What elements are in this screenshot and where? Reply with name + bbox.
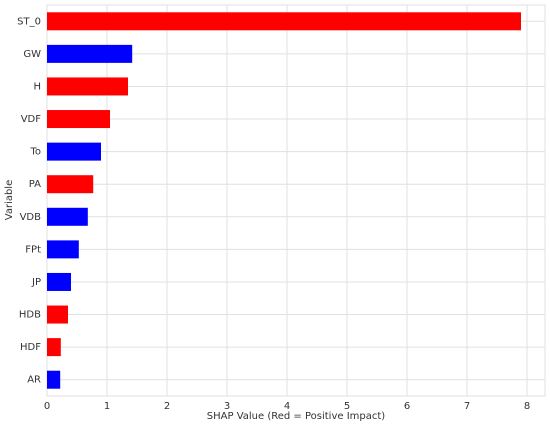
y-tick-label: ST_0 [17, 16, 41, 27]
x-tick-label: 4 [284, 401, 290, 412]
x-tick-label: 5 [344, 401, 350, 412]
x-tick-label: 7 [464, 401, 470, 412]
bar [47, 77, 128, 96]
bar [47, 240, 79, 259]
x-tick-label: 2 [164, 401, 170, 412]
bar [47, 142, 101, 161]
y-tick-label: GW [23, 49, 41, 60]
y-axis-label: Variable [4, 180, 15, 221]
x-tick-label: 0 [44, 401, 50, 412]
bar [47, 207, 88, 226]
bar [47, 338, 61, 357]
x-tick-label: 8 [524, 401, 530, 412]
plot-area [46, 4, 546, 397]
bar [47, 12, 521, 31]
y-tick-label: FPt [25, 244, 41, 255]
x-tick-label: 3 [224, 401, 230, 412]
y-tick-label: HDB [19, 310, 41, 321]
y-tick-label: VDB [20, 212, 42, 223]
x-tick-label: 1 [104, 401, 110, 412]
y-tick-label: JP [31, 277, 41, 288]
y-tick-label: HDF [20, 342, 41, 353]
x-tick-label: 6 [404, 401, 410, 412]
y-tick-label: VDF [21, 114, 42, 125]
bar [47, 44, 133, 63]
bar [47, 175, 94, 194]
y-tick-label: PA [29, 179, 41, 190]
bar [47, 110, 110, 129]
bar [47, 272, 71, 291]
x-axis-label: SHAP Value (Red = Positive Impact) [207, 411, 386, 422]
bar [47, 370, 61, 389]
y-tick-label: AR [27, 375, 41, 386]
y-tick-label: H [33, 81, 41, 92]
y-tick-label: To [29, 147, 41, 158]
bar [47, 305, 68, 324]
